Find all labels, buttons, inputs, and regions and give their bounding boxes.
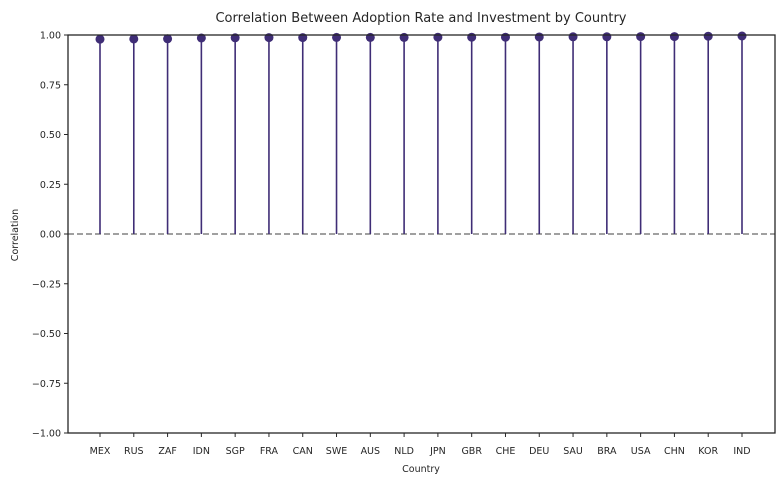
stem-marker-kor: [703, 31, 713, 41]
x-tick-label: BRA: [597, 446, 617, 457]
y-tick-label: 0.75: [40, 80, 61, 91]
x-tick-label: CHE: [496, 446, 516, 457]
x-tick-label: RUS: [124, 446, 144, 457]
stem-marker-bra: [602, 32, 612, 42]
x-tick-label: MEX: [90, 446, 111, 457]
stem-marker-sau: [568, 32, 578, 42]
x-tick-label: GBR: [461, 446, 482, 457]
y-tick-label: 0.50: [40, 130, 61, 141]
x-tick-label: ZAF: [158, 446, 176, 457]
x-tick-label: NLD: [394, 446, 414, 457]
x-tick-label: CAN: [293, 446, 313, 457]
y-axis-label: Correlation: [10, 209, 21, 261]
y-tick-label: 1.00: [40, 31, 61, 42]
x-tick-label: AUS: [361, 446, 380, 457]
y-tick-label: −0.25: [32, 279, 61, 290]
chart-title: Correlation Between Adoption Rate and In…: [215, 11, 626, 26]
x-tick-label: USA: [631, 446, 651, 457]
stem-marker-ind: [737, 31, 747, 41]
stem-marker-nld: [399, 32, 409, 42]
stem-marker-swe: [332, 32, 342, 42]
y-tick-label: −0.50: [32, 329, 61, 340]
stem-marker-zaf: [163, 34, 173, 44]
stem-marker-gbr: [467, 32, 477, 42]
y-tick-label: 0.25: [40, 180, 61, 191]
stem-marker-idn: [196, 33, 206, 43]
x-tick-label: SWE: [326, 446, 347, 457]
stem-marker-chn: [669, 32, 679, 42]
y-tick-label: −1.00: [32, 429, 61, 440]
x-tick-label: IDN: [193, 446, 210, 457]
y-tick-label: 0.00: [40, 230, 61, 241]
stem-marker-aus: [365, 32, 375, 42]
y-tick-label: −0.75: [32, 379, 61, 390]
x-tick-label: KOR: [698, 446, 718, 457]
chart-marks: −1.00 −0.75 −0.50 −0.25 0.00 0.25 0.50 0.75 1.00…: [32, 31, 776, 457]
x-tick-label: FRA: [260, 446, 279, 457]
x-axis-label: Country: [402, 464, 440, 475]
stem-marker-mex: [95, 34, 105, 44]
stem-marker-deu: [534, 32, 544, 42]
stem-marker-che: [500, 32, 510, 42]
x-tick-label: SAU: [563, 446, 583, 457]
plot-frame: [67, 34, 776, 434]
stem-marker-rus: [129, 34, 139, 44]
stem-marker-usa: [636, 32, 646, 42]
stem-marker-jpn: [433, 32, 443, 42]
x-tick-label: DEU: [529, 446, 549, 457]
x-tick-label: CHN: [664, 446, 685, 457]
x-tick-label: IND: [733, 446, 750, 457]
x-tick-label: SGP: [226, 446, 245, 457]
x-tick-label: JPN: [429, 446, 446, 457]
